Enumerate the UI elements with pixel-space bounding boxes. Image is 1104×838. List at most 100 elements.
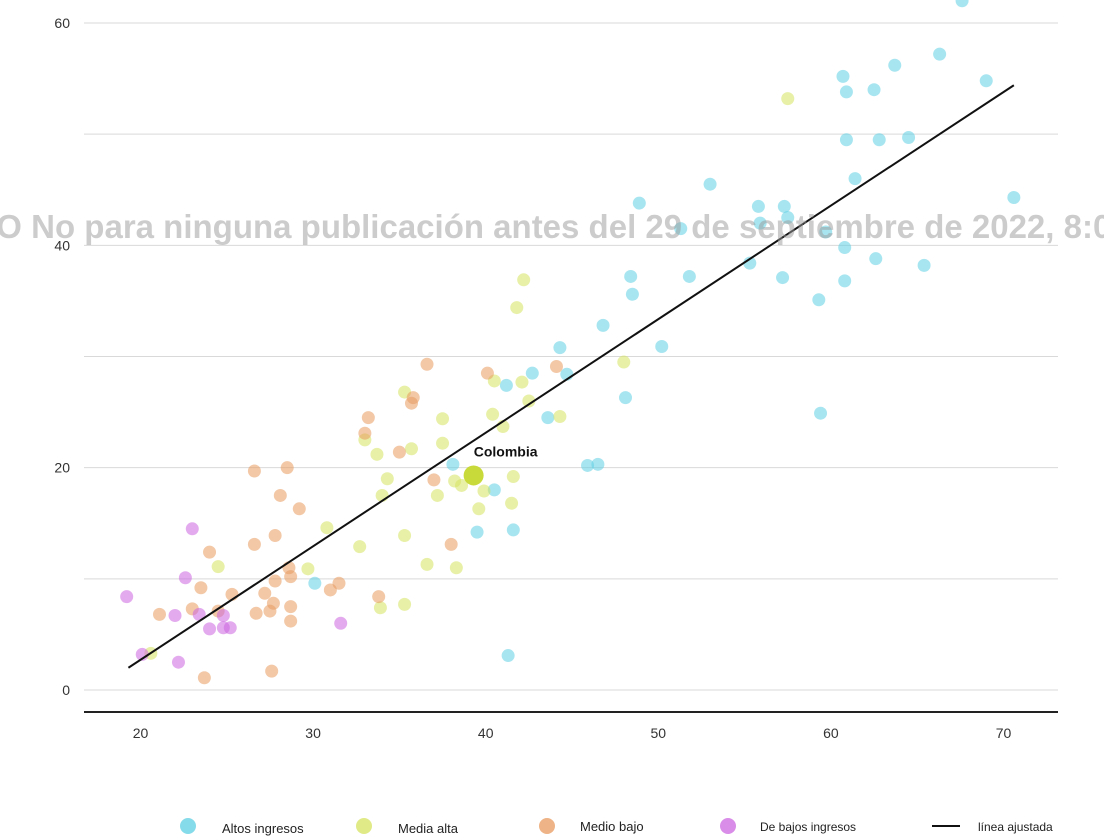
point-altos-ingresos: [933, 47, 947, 61]
point-medio-bajo: [263, 604, 277, 618]
point-media-alta: [522, 394, 536, 408]
point-altos-ingresos: [581, 458, 595, 472]
x-axis: 20 30 40 50 60 70: [133, 725, 1012, 741]
point-medio-bajo: [265, 664, 279, 678]
point-media-alta: [553, 410, 567, 424]
data-points: [120, 0, 1021, 685]
point-medio-bajo: [480, 366, 494, 380]
legend-label: Medio bajo: [580, 819, 644, 834]
point-altos-ingresos: [743, 256, 757, 270]
point-de-bajos-ingresos: [216, 609, 230, 623]
point-media-alta: [486, 407, 500, 421]
y-axis: 0 20 40 60: [54, 15, 70, 698]
point-altos-ingresos: [446, 457, 460, 471]
legend-marker: [539, 818, 555, 834]
point-altos-ingresos: [501, 649, 515, 663]
point-medio-bajo: [249, 606, 263, 620]
point-altos-ingresos: [632, 196, 646, 210]
point-altos-ingresos: [838, 274, 852, 288]
point-media-alta: [370, 447, 384, 461]
point-media-alta: [617, 355, 631, 369]
point-altos-ingresos: [541, 411, 555, 425]
point-media-alta: [436, 412, 450, 426]
y-tick-label: 20: [54, 460, 70, 476]
point-altos-ingresos: [1007, 191, 1021, 205]
point-altos-ingresos: [777, 199, 791, 213]
y-tick-label: 60: [54, 15, 70, 31]
point-altos-ingresos: [674, 222, 688, 236]
point-media-alta: [517, 273, 531, 287]
point-altos-ingresos: [867, 83, 881, 97]
point-altos-ingresos: [839, 133, 853, 147]
point-medio-bajo: [280, 461, 294, 475]
legend-label: De bajos ingresos: [760, 820, 856, 834]
point-medio-bajo: [203, 545, 217, 559]
point-altos-ingresos: [499, 378, 513, 392]
point-medio-bajo: [427, 473, 441, 487]
point-media-alta: [420, 557, 434, 571]
point-medio-bajo: [549, 360, 563, 374]
point-medio-bajo: [194, 581, 208, 595]
point-altos-ingresos: [751, 199, 765, 213]
point-media-alta: [353, 540, 367, 554]
point-medio-bajo: [273, 488, 287, 502]
point-medio-bajo: [372, 590, 386, 604]
point-altos-ingresos: [839, 85, 853, 99]
point-altos-ingresos: [703, 177, 717, 191]
y-tick-label: 0: [62, 682, 70, 698]
point-altos-ingresos: [655, 339, 669, 353]
point-altos-ingresos: [955, 0, 969, 8]
point-medio-bajo: [358, 426, 372, 440]
x-tick-label: 70: [996, 725, 1012, 741]
point-media-alta: [449, 561, 463, 575]
point-altos-ingresos: [869, 252, 883, 266]
point-medio-bajo: [152, 607, 166, 621]
point-medio-bajo: [268, 528, 282, 542]
point-de-bajos-ingresos: [185, 522, 199, 536]
point-media-alta: [380, 472, 394, 486]
point-medio-bajo: [268, 574, 282, 588]
point-de-bajos-ingresos: [171, 655, 185, 669]
point-altos-ingresos: [624, 269, 638, 283]
point-altos-ingresos: [902, 131, 916, 145]
point-media-alta: [506, 470, 520, 484]
point-altos-ingresos: [917, 258, 931, 272]
point-altos-ingresos: [979, 74, 993, 88]
point-altos-ingresos: [819, 225, 833, 239]
point-altos-ingresos: [872, 133, 886, 147]
point-media-alta: [398, 528, 412, 542]
point-media-alta: [477, 484, 491, 498]
point-media-alta: [373, 601, 387, 615]
point-medio-bajo: [323, 583, 337, 597]
point-de-bajos-ingresos: [203, 622, 217, 636]
highlight-point: [463, 465, 484, 486]
point-altos-ingresos: [470, 525, 484, 539]
point-medio-bajo: [284, 600, 298, 614]
point-media-alta: [515, 375, 529, 389]
x-tick-label: 20: [133, 725, 149, 741]
legend-label: Altos ingresos: [222, 821, 304, 836]
point-altos-ingresos: [506, 523, 520, 537]
point-media-alta: [211, 560, 225, 574]
legend-label: línea ajustada: [978, 820, 1053, 834]
point-medio-bajo: [258, 586, 272, 600]
point-media-alta: [398, 597, 412, 611]
point-media-alta: [505, 496, 519, 510]
point-media-alta: [510, 301, 524, 315]
legend-label: Media alta: [398, 821, 459, 836]
point-altos-ingresos: [625, 287, 639, 301]
legend-marker: [720, 818, 736, 834]
point-altos-ingresos: [596, 318, 610, 332]
point-altos-ingresos: [308, 576, 322, 590]
point-media-alta: [430, 488, 444, 502]
legend: Altos ingresos Media alta Medio bajo De baj…: [180, 818, 1053, 836]
point-altos-ingresos: [682, 269, 696, 283]
point-de-bajos-ingresos: [223, 621, 237, 635]
gridlines: [84, 22, 1058, 691]
point-altos-ingresos: [619, 391, 633, 405]
point-altos-ingresos: [753, 216, 767, 230]
point-de-bajos-ingresos: [192, 607, 206, 621]
point-de-bajos-ingresos: [334, 616, 348, 630]
y-tick-label: 40: [54, 237, 70, 253]
